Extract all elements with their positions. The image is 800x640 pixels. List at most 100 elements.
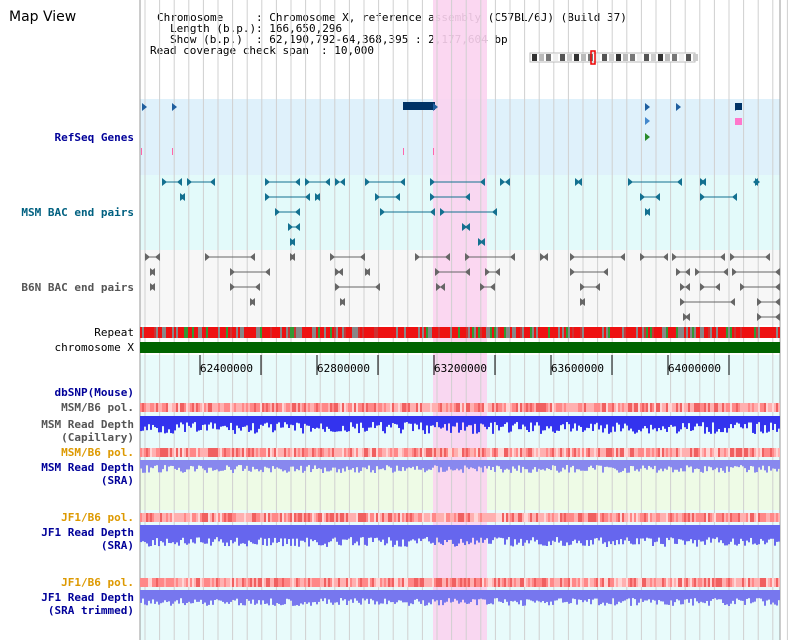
repeat-block xyxy=(404,327,406,338)
polymorphism-mark xyxy=(226,578,228,587)
read-depth-bar xyxy=(640,460,642,469)
polymorphism-mark xyxy=(210,578,212,587)
polymorphism-mark xyxy=(482,513,484,522)
repeat-block xyxy=(320,327,322,338)
read-depth-bar xyxy=(298,525,300,547)
read-depth-bar xyxy=(360,416,362,423)
read-depth-bar xyxy=(740,590,742,601)
polymorphism-mark xyxy=(208,448,210,457)
read-depth-bar xyxy=(190,525,192,540)
polymorphism-mark xyxy=(722,513,724,522)
repeat-block xyxy=(604,327,606,338)
polymorphism-mark xyxy=(502,403,504,412)
b6n-bac-pair-end xyxy=(250,298,255,306)
polymorphism-mark xyxy=(270,578,272,587)
read-depth-bar xyxy=(268,460,270,469)
polymorphism-mark xyxy=(576,578,578,587)
dbsnp-label[interactable]: dbSNP(Mouse) xyxy=(54,386,134,399)
read-depth-bar xyxy=(736,590,738,599)
refseq-genes-label[interactable]: RefSeq Genes xyxy=(54,131,134,144)
polymorphism-mark xyxy=(252,448,254,457)
read-depth-bar xyxy=(382,590,384,604)
read-depth-bar xyxy=(684,460,686,472)
read-depth-bar xyxy=(690,525,692,540)
polymorphism-mark xyxy=(590,403,592,412)
read-depth-bar xyxy=(532,460,534,470)
read-depth-bar xyxy=(616,525,618,541)
polymorphism-mark xyxy=(696,578,698,587)
polymorphism-mark xyxy=(488,513,490,522)
read-depth-bar xyxy=(142,460,144,473)
read-depth-bar xyxy=(342,525,344,540)
polymorphism-mark xyxy=(770,448,772,457)
read-depth-bar xyxy=(700,460,702,472)
b6n-bac-pair-end xyxy=(775,313,780,321)
polymorphism-mark xyxy=(292,578,294,587)
repeat-block xyxy=(182,327,184,338)
polymorphism-mark xyxy=(724,578,726,587)
repeat-block xyxy=(582,327,584,338)
read-depth-bar xyxy=(622,590,624,602)
read-depth-bar xyxy=(496,460,498,466)
polymorphism-mark xyxy=(662,403,664,412)
polymorphism-mark xyxy=(374,403,376,412)
msm-bac-label[interactable]: MSM BAC end pairs xyxy=(21,206,134,219)
polymorphism-mark xyxy=(582,448,584,457)
read-depth-bar xyxy=(492,416,494,434)
repeat-block xyxy=(386,327,388,338)
polymorphism-mark xyxy=(262,448,264,457)
read-depth-bar xyxy=(732,416,734,429)
repeat-block xyxy=(596,327,598,338)
polymorphism-mark xyxy=(254,513,256,522)
read-depth-bar xyxy=(778,525,780,542)
msm-bac-pair-end xyxy=(700,193,705,201)
ideogram-band xyxy=(679,54,684,61)
read-depth-bar xyxy=(224,416,226,426)
b6n-bac-pair-end xyxy=(360,253,365,261)
read-depth-bar xyxy=(518,416,520,430)
repeat-block xyxy=(752,327,754,338)
polymorphism-mark xyxy=(776,513,778,522)
read-depth-bar xyxy=(340,460,342,473)
read-depth-bar xyxy=(646,525,648,538)
read-depth-bar xyxy=(402,460,404,468)
read-depth-bar xyxy=(166,525,168,539)
read-depth-bar xyxy=(526,590,528,600)
read-depth-bar xyxy=(182,460,184,473)
polymorphism-mark xyxy=(402,448,404,457)
read-depth-bar xyxy=(308,525,310,547)
polymorphism-mark xyxy=(396,403,398,412)
polymorphism-mark xyxy=(418,403,420,412)
read-depth-bar xyxy=(568,590,570,604)
polymorphism-mark xyxy=(506,448,508,457)
polymorphism-mark xyxy=(482,448,484,457)
read-depth-bar xyxy=(316,590,318,605)
polymorphism-mark xyxy=(290,578,292,587)
repeat-block xyxy=(492,327,494,338)
read-depth-bar xyxy=(708,590,710,606)
repeat-block xyxy=(768,327,770,338)
polymorphism-mark xyxy=(634,448,636,457)
repeat-block xyxy=(654,327,656,338)
read-depth-bar xyxy=(408,525,410,542)
polymorphism-mark xyxy=(644,448,646,457)
polymorphism-mark xyxy=(726,448,728,457)
read-depth-bar xyxy=(276,460,278,468)
read-depth-bar xyxy=(258,416,260,429)
polymorphism-mark xyxy=(214,513,216,522)
read-depth-bar xyxy=(422,460,424,469)
read-depth-bar xyxy=(700,525,702,542)
chromosome-ideogram[interactable] xyxy=(529,50,698,65)
read-depth-bar xyxy=(578,590,580,600)
b6n-bac-pair-end xyxy=(757,313,762,321)
polymorphism-mark xyxy=(374,448,376,457)
polymorphism-mark xyxy=(492,513,494,522)
read-depth-bar xyxy=(384,416,386,434)
polymorphism-mark xyxy=(218,403,220,412)
read-depth-bar xyxy=(534,460,536,468)
b6n-bac-label[interactable]: B6N BAC end pairs xyxy=(21,281,134,294)
read-depth-bar xyxy=(760,460,762,470)
read-depth-bar xyxy=(490,416,492,423)
read-depth-bar xyxy=(152,460,154,469)
